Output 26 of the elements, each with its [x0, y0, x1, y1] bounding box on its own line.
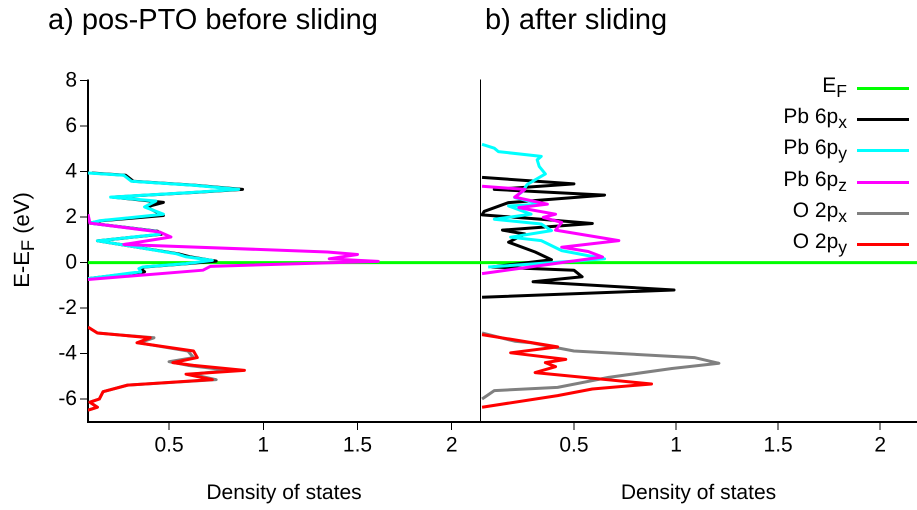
- x-tick-label: 1: [670, 433, 682, 456]
- y-tick-label: -6: [58, 387, 77, 410]
- x-tick-label: 1.5: [764, 433, 793, 456]
- x-axis-title: Density of states: [620, 481, 776, 504]
- x-tick-label: 2: [874, 433, 886, 456]
- chart-title: a) pos-PTO before sliding: [48, 4, 378, 37]
- y-tick-label: 6: [65, 114, 77, 137]
- legend-label: Pb 6p$_{z}$: [783, 166, 847, 197]
- x-tick-label: 2: [446, 433, 458, 456]
- legend-label: E$_{F}$: [822, 73, 847, 104]
- x-axis-title: Density of states: [206, 481, 362, 504]
- y-tick-label: 8: [65, 68, 77, 92]
- legend-label: O 2p$_{x}$: [792, 198, 847, 228]
- y-tick-label: 0: [65, 250, 77, 274]
- x-tick-label: 1: [257, 433, 270, 456]
- y-tick-label: 2: [65, 204, 77, 228]
- y-tick-label: -4: [58, 342, 78, 365]
- x-tick-label: 0.5: [154, 433, 184, 456]
- x-tick-label: 1.5: [342, 433, 372, 456]
- chart-title: b) after sliding: [485, 4, 668, 37]
- y-tick-label: -2: [58, 296, 77, 319]
- legend-label: O 2p$_{y}$: [792, 228, 847, 260]
- y-tick-label: 4: [65, 159, 78, 182]
- legend-label: Pb 6p$_{x}$: [783, 104, 847, 134]
- legend-label: Pb 6p$_{y}$: [783, 135, 847, 166]
- x-tick-label: 0.5: [559, 433, 589, 456]
